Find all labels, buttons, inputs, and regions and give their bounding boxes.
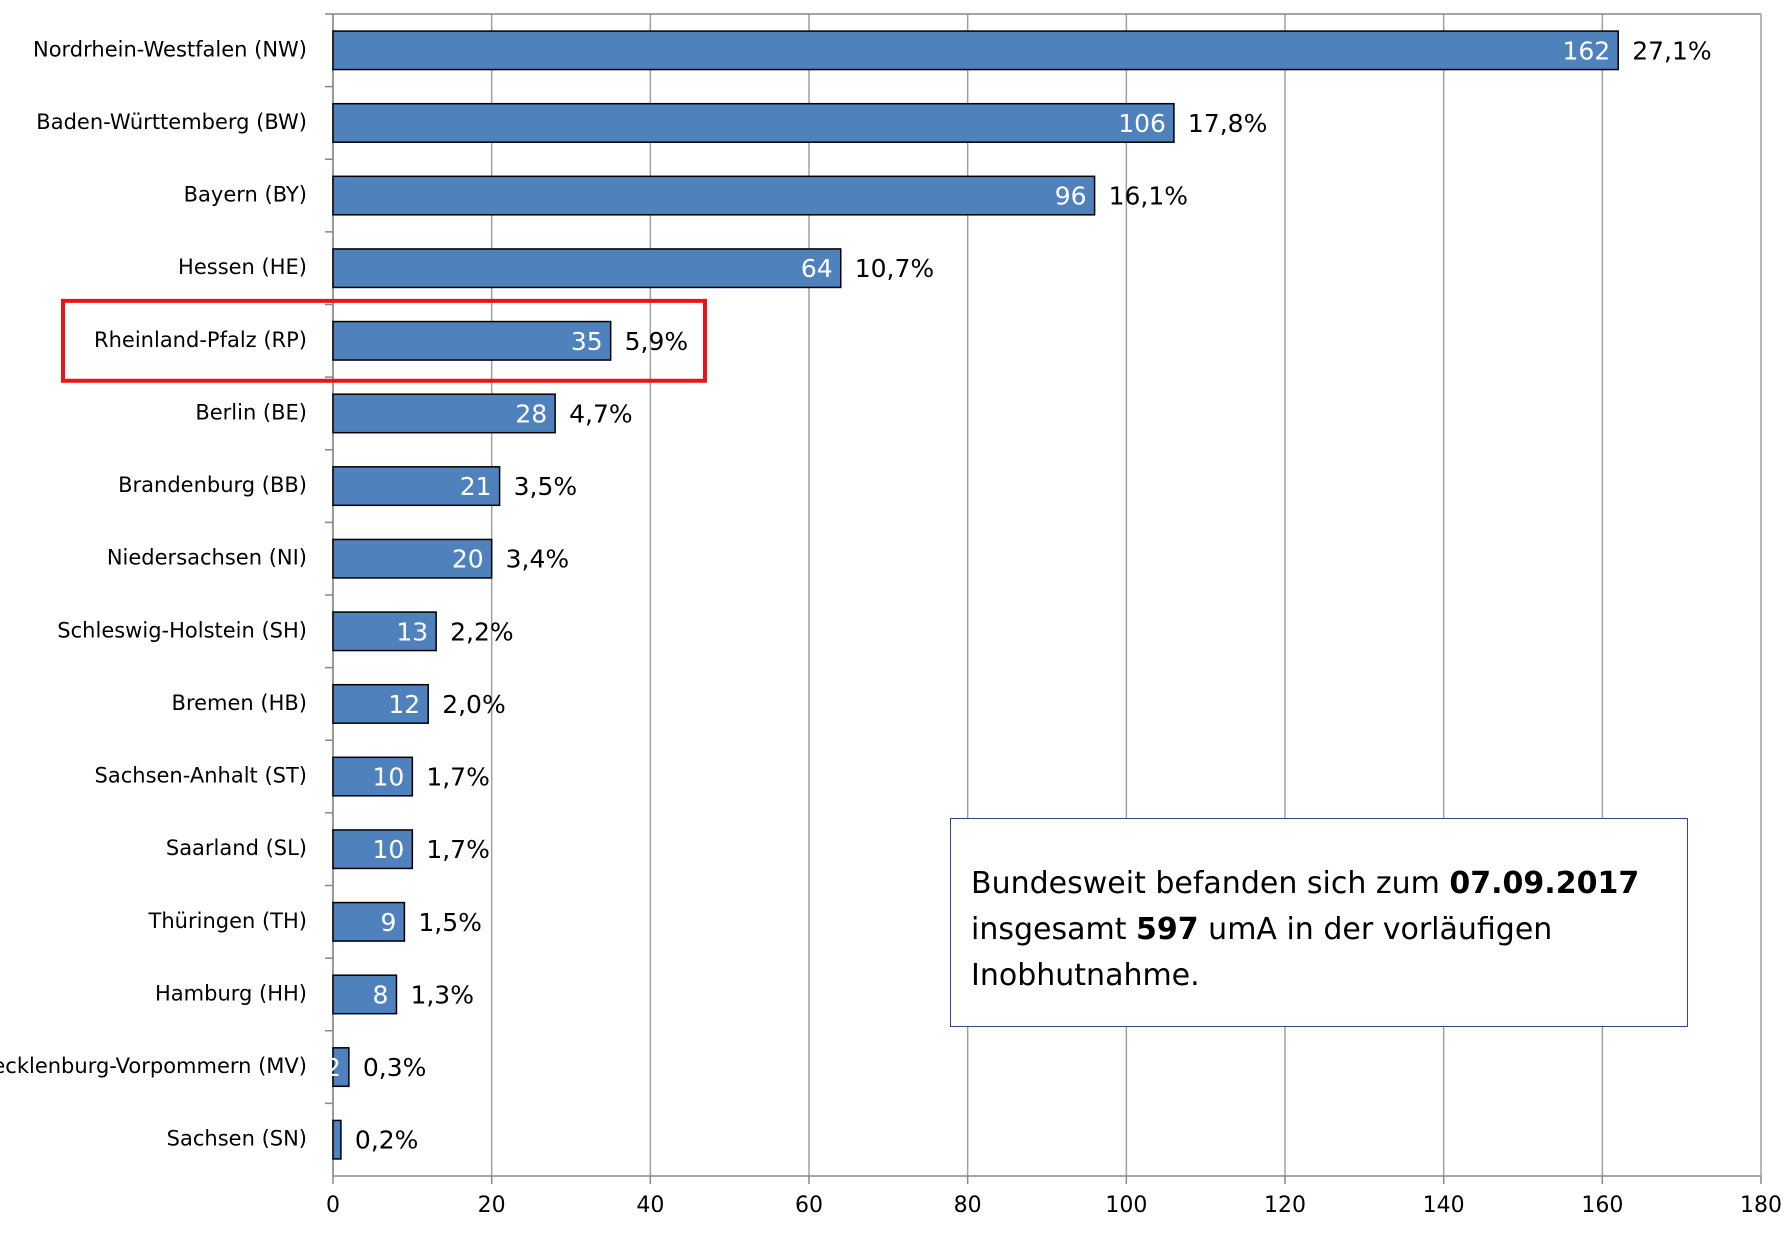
x-tick-label: 100 — [1105, 1193, 1147, 1218]
y-tick-label: Baden-Württemberg (BW) — [36, 110, 307, 134]
y-tick-label: Thüringen (TH) — [148, 909, 307, 933]
share-label: 5,9% — [625, 327, 689, 356]
bar — [332, 393, 556, 434]
share-label: 3,5% — [514, 472, 578, 501]
share-label: 10,7% — [855, 254, 934, 283]
y-tick-label: Saarland (SL) — [166, 836, 307, 860]
value-label: 10 — [373, 763, 405, 792]
y-tick-label: Berlin (BE) — [195, 400, 307, 424]
y-tick-label: Hamburg (HH) — [155, 981, 307, 1005]
share-label: 4,7% — [569, 399, 633, 428]
x-tick-label: 160 — [1581, 1193, 1623, 1218]
value-label: 1 — [317, 1126, 333, 1155]
bar — [332, 175, 1096, 216]
bar — [332, 248, 842, 289]
annotation-box: Bundesweit befanden sich zum 07.09.2017 … — [950, 818, 1688, 1027]
y-tick-label: Brandenburg (BB) — [118, 473, 307, 497]
share-label: 27,1% — [1632, 36, 1711, 65]
value-label: 20 — [452, 545, 484, 574]
share-label: 0,2% — [355, 1126, 419, 1155]
x-tick-label: 80 — [954, 1193, 982, 1218]
share-label: 1,7% — [426, 835, 490, 864]
y-tick-label: Mecklenburg-Vorpommern (MV) — [0, 1054, 307, 1078]
y-tick-label: Niedersachsen (NI) — [107, 546, 307, 570]
bar — [332, 974, 398, 1015]
annotation-date: 07.09.2017 — [1449, 866, 1640, 901]
bar — [332, 320, 612, 361]
bar — [332, 901, 406, 942]
x-tick-label: 40 — [636, 1193, 664, 1218]
value-label: 106 — [1118, 109, 1166, 138]
y-tick-label: Nordrhein-Westfalen (NW) — [33, 37, 307, 61]
x-tick-label: 0 — [326, 1193, 340, 1218]
value-label: 21 — [460, 472, 492, 501]
value-label: 162 — [1562, 36, 1610, 65]
share-label: 2,2% — [450, 617, 514, 646]
share-label: 1,7% — [426, 763, 490, 792]
bar — [332, 1119, 342, 1160]
y-tick-label: Sachsen-Anhalt (ST) — [95, 764, 307, 788]
highlight-box — [61, 298, 707, 383]
value-label: 96 — [1055, 182, 1087, 211]
value-label: 12 — [388, 690, 420, 719]
bar — [332, 829, 414, 870]
y-tick-label: Schleswig-Holstein (SH) — [57, 618, 307, 642]
share-label: 1,5% — [418, 908, 482, 937]
annotation-text: insgesamt — [971, 912, 1137, 947]
y-tick-label: Bayern (BY) — [184, 183, 307, 207]
share-label: 2,0% — [442, 690, 506, 719]
bar — [332, 30, 1619, 71]
share-label: 3,4% — [506, 545, 570, 574]
bar — [332, 683, 429, 724]
x-tick-label: 60 — [795, 1193, 823, 1218]
share-label: 0,3% — [363, 1053, 427, 1082]
annotation-text: umA in der vorläufigen Inobhutnahme. — [971, 912, 1553, 993]
value-label: 28 — [515, 399, 547, 428]
x-tick-label: 140 — [1423, 1193, 1465, 1218]
bar — [332, 466, 501, 507]
bar — [332, 538, 493, 579]
x-tick-label: 180 — [1740, 1193, 1782, 1218]
value-label: 8 — [373, 980, 389, 1009]
bar — [332, 102, 1175, 143]
value-label: 35 — [571, 327, 603, 356]
bar — [332, 611, 437, 652]
x-tick-label: 20 — [478, 1193, 506, 1218]
value-label: 10 — [373, 835, 405, 864]
bar — [332, 1047, 350, 1088]
value-label: 64 — [801, 254, 833, 283]
y-tick-label: Rheinland-Pfalz (RP) — [94, 328, 307, 352]
y-tick-label: Bremen (HB) — [172, 691, 307, 715]
share-label: 1,3% — [410, 980, 474, 1009]
y-tick-label: Sachsen (SN) — [167, 1127, 307, 1151]
value-label: 13 — [396, 617, 428, 646]
share-label: 16,1% — [1109, 182, 1188, 211]
share-label: 17,8% — [1188, 109, 1267, 138]
bar — [332, 756, 414, 797]
value-label: 2 — [325, 1053, 341, 1082]
x-tick-label: 120 — [1264, 1193, 1306, 1218]
value-label: 9 — [380, 908, 396, 937]
annotation-total: 597 — [1136, 912, 1199, 947]
annotation-text: Bundesweit befanden sich zum — [971, 866, 1450, 901]
y-tick-label: Hessen (HE) — [178, 255, 307, 279]
